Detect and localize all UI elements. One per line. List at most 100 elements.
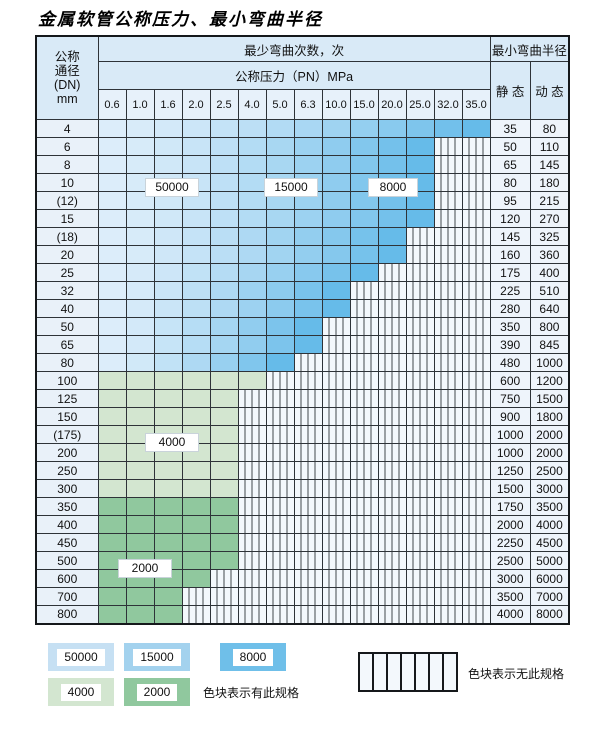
spec-unavailable-cell [461, 155, 491, 174]
spec-unavailable-cell [377, 353, 407, 372]
spec-unavailable-cell [265, 461, 295, 480]
spec-unavailable-cell [461, 137, 491, 156]
spec-available-cell [181, 209, 211, 228]
spec-available-cell [209, 317, 239, 336]
static-radius-cell: 2500 [489, 551, 531, 570]
spec-unavailable-cell [405, 551, 435, 570]
dynamic-radius-cell: 1000 [529, 353, 570, 372]
spec-unavailable-cell [237, 515, 267, 534]
spec-unavailable-cell [461, 173, 491, 192]
spec-unavailable-cell [377, 605, 407, 624]
spec-unavailable-cell [321, 335, 351, 354]
spec-available-cell [181, 281, 211, 300]
spec-available-cell [209, 389, 239, 408]
static-radius-cell: 160 [489, 245, 531, 264]
spec-unavailable-cell [433, 335, 463, 354]
spec-available-cell [125, 515, 155, 534]
spec-available-cell [237, 155, 267, 174]
static-radius-cell: 900 [489, 407, 531, 426]
spec-available-cell [265, 263, 295, 282]
spec-available-cell [125, 155, 155, 174]
table-row: 100 600 1200 [35, 371, 570, 390]
dn-cell: 65 [35, 335, 99, 354]
spec-available-cell [125, 299, 155, 318]
dynamic-radius-cell: 2500 [529, 461, 570, 480]
spec-available-cell [153, 353, 183, 372]
spec-unavailable-cell [377, 587, 407, 606]
cycle-count-label: 2000 [118, 559, 172, 578]
spec-available-cell [125, 497, 155, 516]
spec-unavailable-cell [405, 479, 435, 498]
static-radius-cell: 225 [489, 281, 531, 300]
spec-unavailable-cell [321, 389, 351, 408]
spec-available-cell [181, 569, 211, 588]
dynamic-radius-cell: 180 [529, 173, 570, 192]
table-row: 4 35 80 [35, 119, 570, 138]
spec-available-cell [209, 497, 239, 516]
spec-unavailable-cell [377, 569, 407, 588]
dynamic-radius-cell: 145 [529, 155, 570, 174]
table-row: 700 3500 7000 [35, 587, 570, 606]
legend-label: 15000 [133, 648, 181, 666]
legend-block-4000: 4000 [48, 678, 114, 706]
spec-table: 公称 通径 (DN) mm 最少弯曲次数，次 最小弯曲半径 公称压力（PN）MPa 静… [35, 35, 571, 625]
spec-available-cell [97, 191, 127, 210]
cycle-count-label: 4000 [145, 433, 199, 452]
pressure-tick: 32.0 [433, 89, 463, 120]
spec-available-cell [321, 119, 351, 138]
spec-unavailable-cell [461, 245, 491, 264]
spec-unavailable-cell [433, 389, 463, 408]
spec-available-cell [97, 389, 127, 408]
spec-available-cell [153, 407, 183, 426]
spec-unavailable-cell [349, 461, 379, 480]
spec-unavailable-cell [433, 173, 463, 192]
pressure-tick: 2.5 [209, 89, 239, 120]
spec-unavailable-cell [433, 209, 463, 228]
spec-unavailable-cell [461, 371, 491, 390]
spec-unavailable-cell [265, 497, 295, 516]
static-radius-cell: 350 [489, 317, 531, 336]
spec-unavailable-cell [377, 335, 407, 354]
static-radius-cell: 50 [489, 137, 531, 156]
spec-available-cell [209, 227, 239, 246]
spec-unavailable-cell [349, 389, 379, 408]
spec-unavailable-cell [237, 407, 267, 426]
dynamic-radius-cell: 7000 [529, 587, 570, 606]
spec-available-cell [181, 533, 211, 552]
spec-unavailable-cell [405, 353, 435, 372]
spec-available-cell [153, 479, 183, 498]
static-radius-cell: 480 [489, 353, 531, 372]
spec-unavailable-cell [461, 515, 491, 534]
table-row: 125 750 1500 [35, 389, 570, 408]
static-header-cell: 静 态 [489, 61, 531, 120]
spec-unavailable-cell [405, 425, 435, 444]
table-row: 800 4000 8000 [35, 605, 570, 624]
spec-available-cell [209, 245, 239, 264]
spec-unavailable-cell [293, 443, 323, 462]
spec-unavailable-cell [349, 533, 379, 552]
spec-unavailable-cell [181, 587, 211, 606]
spec-available-cell [209, 479, 239, 498]
spec-unavailable-cell [461, 281, 491, 300]
spec-unavailable-cell [433, 605, 463, 624]
spec-available-cell [153, 209, 183, 228]
dynamic-radius-cell: 80 [529, 119, 570, 138]
dynamic-radius-cell: 3500 [529, 497, 570, 516]
spec-unavailable-cell [433, 299, 463, 318]
spec-unavailable-cell [293, 587, 323, 606]
spec-unavailable-cell [321, 587, 351, 606]
spec-available-cell [209, 515, 239, 534]
spec-available-cell [125, 209, 155, 228]
spec-available-cell [321, 281, 351, 300]
spec-available-cell [181, 479, 211, 498]
spec-unavailable-cell [433, 281, 463, 300]
spec-available-cell [237, 119, 267, 138]
hatch-sample-cell [402, 654, 416, 690]
spec-unavailable-cell [321, 425, 351, 444]
legend-label: 2000 [136, 683, 178, 701]
spec-available-cell [209, 407, 239, 426]
spec-unavailable-cell [461, 443, 491, 462]
spec-available-cell [125, 335, 155, 354]
spec-unavailable-cell [321, 443, 351, 462]
